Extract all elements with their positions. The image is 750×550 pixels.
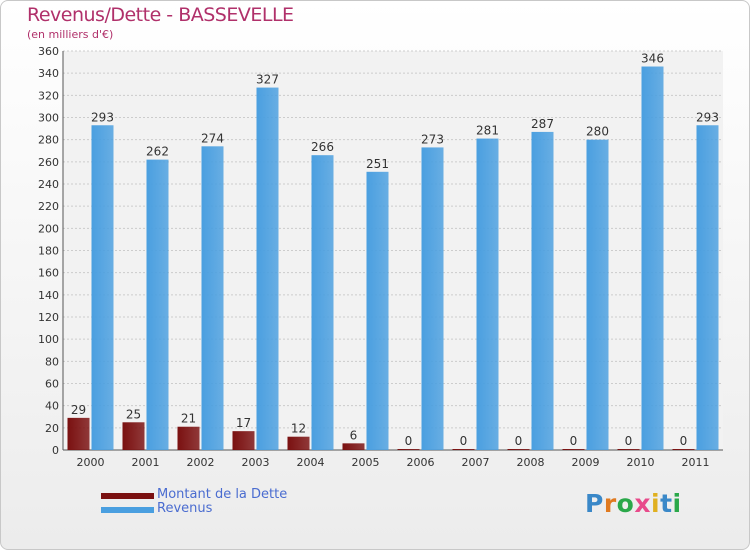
logo-letter: i bbox=[651, 489, 661, 518]
value-label-dette: 0 bbox=[625, 434, 633, 448]
value-label-revenus: 327 bbox=[256, 73, 279, 87]
y-tick-label: 300 bbox=[38, 112, 59, 125]
value-label-dette: 25 bbox=[126, 407, 141, 421]
value-label-dette: 6 bbox=[350, 428, 358, 442]
x-tick-label: 2009 bbox=[572, 456, 600, 469]
x-tick-label: 2004 bbox=[297, 456, 325, 469]
y-tick-label: 100 bbox=[38, 333, 59, 346]
logo-letter: r bbox=[603, 489, 617, 518]
value-label-revenus: 262 bbox=[146, 145, 169, 159]
y-tick-label: 120 bbox=[38, 311, 59, 324]
x-tick-label: 2000 bbox=[77, 456, 105, 469]
bar-revenus-2009 bbox=[586, 139, 609, 450]
x-tick-label: 2010 bbox=[627, 456, 655, 469]
x-tick-label: 2007 bbox=[462, 456, 490, 469]
bar-revenus-2010 bbox=[641, 66, 664, 451]
value-label-dette: 0 bbox=[680, 434, 688, 448]
y-tick-label: 40 bbox=[45, 400, 59, 413]
y-tick-label: 0 bbox=[52, 444, 59, 457]
y-tick-label: 360 bbox=[38, 45, 59, 58]
y-tick-label: 260 bbox=[38, 156, 59, 169]
bar-revenus-2000 bbox=[91, 125, 114, 450]
bar-revenus-2001 bbox=[146, 159, 169, 450]
legend-swatch-dette bbox=[101, 493, 154, 499]
bar-revenus-2007 bbox=[476, 138, 499, 450]
bar-dette-2002 bbox=[177, 426, 200, 450]
y-tick-label: 280 bbox=[38, 134, 59, 147]
bar-revenus-2006 bbox=[421, 147, 444, 451]
value-label-dette: 0 bbox=[515, 434, 523, 448]
y-tick-label: 240 bbox=[38, 178, 59, 191]
legend-label-revenus: Revenus bbox=[157, 501, 213, 516]
y-tick-label: 160 bbox=[38, 267, 59, 280]
y-tick-label: 200 bbox=[38, 222, 59, 235]
value-label-dette: 29 bbox=[71, 403, 86, 417]
bar-dette-2004 bbox=[287, 436, 310, 450]
bar-dette-2000 bbox=[67, 417, 90, 450]
x-tick-label: 2011 bbox=[682, 456, 710, 469]
bar-dette-2008 bbox=[507, 449, 530, 450]
bar-revenus-2005 bbox=[366, 171, 389, 450]
value-label-revenus: 251 bbox=[366, 157, 389, 171]
value-label-revenus: 346 bbox=[641, 52, 664, 66]
bar-revenus-2008 bbox=[531, 131, 554, 451]
value-label-dette: 0 bbox=[460, 434, 468, 448]
bar-dette-2007 bbox=[452, 449, 475, 450]
bar-dette-2001 bbox=[122, 422, 145, 450]
x-tick-label: 2005 bbox=[352, 456, 380, 469]
value-label-revenus: 274 bbox=[201, 131, 224, 145]
legend-swatch-revenus bbox=[101, 507, 154, 513]
logo-letter: P bbox=[585, 489, 604, 518]
x-tick-label: 2008 bbox=[517, 456, 545, 469]
y-tick-label: 340 bbox=[38, 67, 59, 80]
value-label-revenus: 287 bbox=[531, 117, 554, 131]
value-label-revenus: 293 bbox=[91, 110, 114, 124]
bar-dette-2005 bbox=[342, 443, 365, 450]
bar-dette-2011 bbox=[672, 449, 695, 450]
logo-letter: o bbox=[616, 489, 635, 518]
legend-label-dette: Montant de la Dette bbox=[157, 487, 288, 502]
y-tick-label: 20 bbox=[45, 422, 59, 435]
bar-dette-2009 bbox=[562, 449, 585, 450]
y-tick-label: 180 bbox=[38, 245, 59, 258]
value-label-dette: 0 bbox=[405, 434, 413, 448]
bar-revenus-2003 bbox=[256, 87, 279, 450]
value-label-dette: 17 bbox=[236, 416, 251, 430]
logo-letter: i bbox=[672, 489, 682, 518]
value-label-revenus: 273 bbox=[421, 132, 444, 146]
y-tick-label: 140 bbox=[38, 289, 59, 302]
x-tick-label: 2002 bbox=[187, 456, 215, 469]
value-label-revenus: 281 bbox=[476, 124, 499, 138]
value-label-revenus: 266 bbox=[311, 140, 334, 154]
chart-title: Revenus/Dette - BASSEVELLE bbox=[27, 4, 294, 26]
value-label-dette: 21 bbox=[181, 412, 196, 426]
proxiti-logo: Proxiti bbox=[585, 489, 682, 518]
chart-subtitle: (en milliers d'€) bbox=[27, 28, 114, 41]
bar-dette-2010 bbox=[617, 449, 640, 450]
y-tick-label: 80 bbox=[45, 355, 59, 368]
value-label-dette: 12 bbox=[291, 422, 306, 436]
x-tick-label: 2006 bbox=[407, 456, 435, 469]
y-tick-label: 320 bbox=[38, 89, 59, 102]
bar-revenus-2011 bbox=[696, 125, 719, 450]
bar-revenus-2002 bbox=[201, 146, 224, 451]
bar-revenus-2004 bbox=[311, 155, 334, 450]
value-label-revenus: 293 bbox=[696, 110, 719, 124]
y-tick-label: 220 bbox=[38, 200, 59, 213]
logo-letter: x bbox=[634, 489, 651, 518]
x-tick-label: 2001 bbox=[132, 456, 160, 469]
y-tick-label: 60 bbox=[45, 378, 59, 391]
logo-letter: t bbox=[660, 489, 673, 518]
bar-dette-2003 bbox=[232, 431, 255, 450]
value-label-revenus: 280 bbox=[586, 125, 609, 139]
bar-dette-2006 bbox=[397, 449, 420, 450]
x-tick-label: 2003 bbox=[242, 456, 270, 469]
value-label-dette: 0 bbox=[570, 434, 578, 448]
